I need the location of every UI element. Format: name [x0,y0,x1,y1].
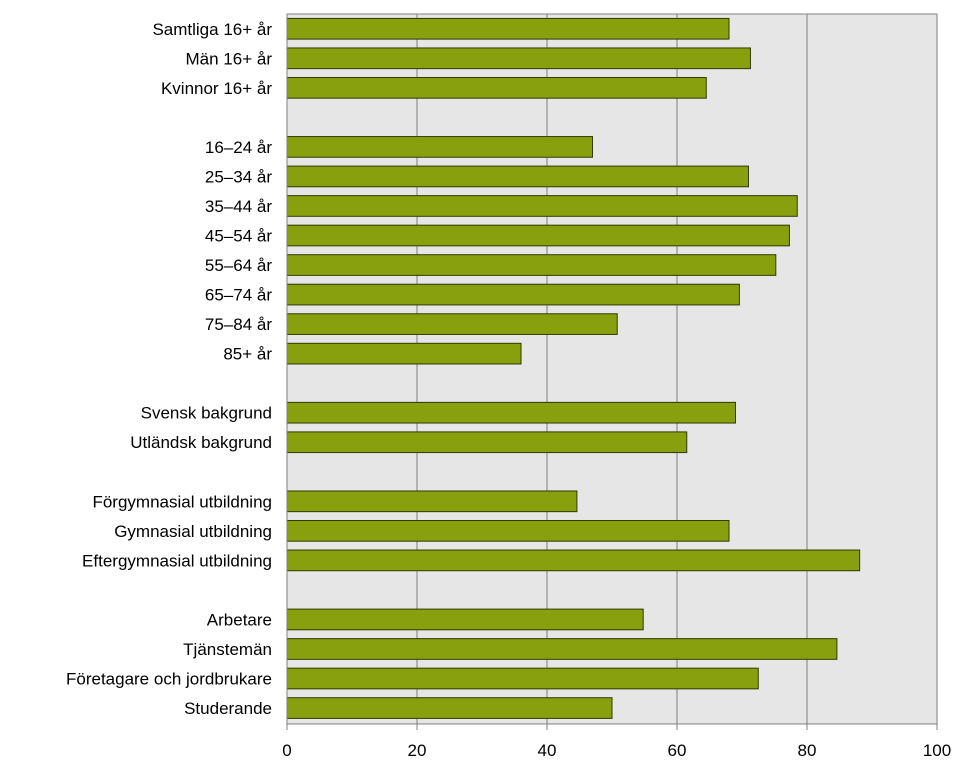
bars [286,17,861,719]
x-tick-label: 40 [538,741,557,760]
bar [286,342,522,365]
bar [286,254,777,276]
category-label: Utländsk bakgrund [130,433,272,452]
bar [286,490,578,513]
category-label: Eftergymnasial utbildning [82,551,272,570]
category-label: Företagare och jordbrukare [66,670,272,689]
category-label: 75–84 år [205,315,272,334]
x-axis: 0 20 40 60 80 100 [282,724,951,760]
bar [286,195,798,217]
bar [286,283,740,306]
category-label: Män 16+ år [186,49,273,68]
bar [286,136,593,158]
category-label: Kvinnor 16+ år [161,79,272,98]
category-label: 16–24 år [205,138,272,157]
bar [286,401,736,424]
plot-border [286,13,938,725]
category-label: 65–74 år [205,286,272,305]
x-tick-label: 100 [923,741,951,760]
bar [286,76,707,99]
bar [286,165,749,188]
category-label: 25–34 år [205,167,272,186]
category-label: Tjänstemän [183,640,272,659]
bar [286,608,644,631]
x-tick-label: 20 [408,741,427,760]
category-label: 45–54 år [205,227,272,246]
bar [286,549,861,572]
category-labels: Samtliga 16+ år Män 16+ år Kvinnor 16+ år 1… [66,20,272,718]
category-label: Samtliga 16+ år [152,20,272,39]
category-label: Svensk bakgrund [141,404,272,423]
bar [286,224,790,247]
x-tick-label: 0 [282,741,291,760]
x-tick-label: 80 [798,741,817,760]
category-label: Förgymnasial utbildning [92,492,272,511]
bar [286,313,618,335]
category-label: 55–64 år [205,256,272,275]
bar [286,638,838,660]
category-label: Studerande [184,699,272,718]
category-label: Gymnasial utbildning [114,522,272,541]
category-label: Arbetare [207,610,272,629]
bar [286,47,751,70]
bar [286,520,730,542]
gridlines [416,14,808,724]
bar [286,431,688,454]
bar [286,697,613,719]
category-label: 85+ år [223,345,272,364]
bar [286,17,730,40]
bar [286,667,759,690]
plot-area [287,14,937,724]
category-label: 35–44 år [205,197,272,216]
x-tick-label: 60 [668,741,687,760]
